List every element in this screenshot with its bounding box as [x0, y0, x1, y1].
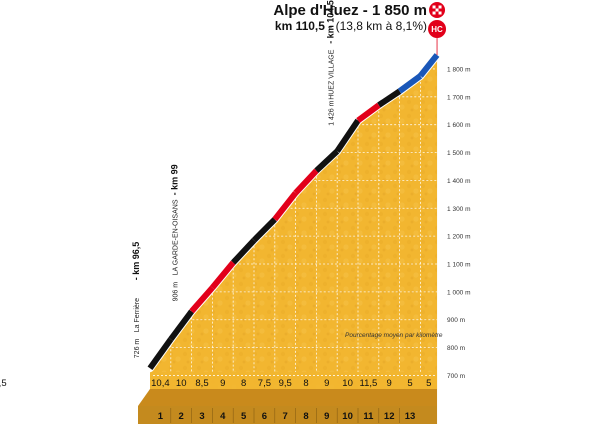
- x-tick-label: 3: [199, 411, 204, 422]
- y-tick-label: 900 m: [447, 317, 465, 324]
- waypoint-altitude: 906 m: [173, 282, 180, 302]
- x-tick-label: 7: [283, 411, 288, 422]
- profile-segment: [272, 191, 298, 222]
- y-tick-label: 1 300 m: [447, 206, 471, 213]
- x-tick-label: 1: [158, 411, 164, 422]
- profile-segment: [356, 102, 381, 123]
- profile-segment: [377, 88, 402, 108]
- summit-km: km 110,5: [274, 19, 325, 33]
- waypoints-group: 726 m La Ferrière - km 96,5 906 m LA GARDE-…: [131, 0, 336, 358]
- gradient-label: 9: [387, 378, 392, 389]
- gradient-label: 8: [303, 378, 308, 389]
- profile-segment: [314, 148, 340, 173]
- gradient-label: 9: [324, 378, 329, 389]
- waypoint-km: - km 99: [170, 164, 180, 195]
- waypoint-km: - km 96,5: [131, 242, 141, 281]
- x-tick-label: 4: [220, 411, 226, 422]
- y-tick-label: 1 800 m: [447, 66, 471, 73]
- gradient-band: [150, 372, 438, 389]
- grid-group: [153, 68, 438, 376]
- profile-segment: [210, 260, 236, 290]
- summit-name: Alpe d'Huez: [273, 2, 359, 19]
- x-tick-label: 13: [405, 411, 416, 422]
- x-tick-label: 12: [384, 411, 395, 422]
- gradient-label: 7,5: [258, 378, 271, 389]
- gradient-annotation: Pourcentage moyen par kilomètre: [345, 332, 443, 339]
- waypoint-km: - km 104,5: [326, 0, 336, 44]
- profile-base-top: [138, 389, 438, 406]
- y-axis-group: 700 m 800 m 900 m 1 000 m 1 100 m 1 200 m 1 30…: [447, 66, 471, 380]
- x-tick-label: 11: [363, 411, 374, 422]
- finish-flag-square: [432, 11, 436, 15]
- gradient-label: 5: [426, 378, 431, 389]
- y-tick-label: 1 200 m: [447, 234, 471, 241]
- gradient-label: 9,5: [279, 378, 292, 389]
- hc-badge: [428, 20, 447, 38]
- profile-base-group: [138, 389, 438, 424]
- gradient-label: 10: [342, 378, 353, 389]
- y-tick-label: 800 m: [447, 345, 465, 352]
- profile-area-group: [150, 55, 438, 389]
- y-tick-label: 1 600 m: [447, 122, 471, 129]
- gradient-label: 8,5: [195, 378, 208, 389]
- finish-flag-square: [438, 11, 442, 15]
- finish-flag-square: [432, 5, 436, 9]
- gradient-label: 10,4: [151, 378, 170, 389]
- summit-subtitle: km 110,5 - (13,8 km à 8,1%): [230, 19, 427, 33]
- waypoint-name: HUEZ VILLAGE: [329, 49, 336, 100]
- climb-detail: (13,8 km à 8,1%): [335, 19, 427, 33]
- gradient-label: 5,5: [0, 378, 7, 389]
- profile-segment: [418, 53, 440, 78]
- gradient-label: 9: [220, 378, 225, 389]
- waypoint-label: 726 m La Ferrière - km 96,5: [131, 242, 141, 359]
- x-tick-label: 2: [179, 411, 184, 422]
- profile-segment: [334, 118, 361, 153]
- x-axis-group: 1 2 3 4 5 6 7 8 9 10 11 12 13: [158, 408, 416, 423]
- y-tick-label: 1 400 m: [447, 178, 471, 185]
- profile-segment: [189, 285, 215, 314]
- profile-segment: [231, 238, 257, 265]
- profile-segment: [168, 309, 195, 342]
- profile-segment: [251, 217, 277, 243]
- finish-flag-square: [438, 5, 442, 9]
- y-tick-label: 1 000 m: [447, 289, 471, 296]
- gradient-label: 11,5: [360, 378, 378, 389]
- x-tick-label: 5: [241, 411, 247, 422]
- profile-segment: [397, 73, 423, 94]
- finish-flag-square: [435, 8, 439, 12]
- profile-segment: [147, 337, 174, 370]
- y-tick-label: 1 100 m: [447, 261, 471, 268]
- waypoint-name: La Ferrière: [134, 298, 141, 332]
- x-tick-label: 6: [262, 411, 267, 422]
- waypoint-label: 906 m LA GARDE-EN-OISANS - km 99: [170, 164, 180, 301]
- summit-separator: -: [362, 2, 372, 19]
- gradient-label: 5: [407, 378, 412, 389]
- summit-altitude: 1 850 m: [371, 2, 427, 19]
- gradient-labels-group: 10,4 10 8,5 9 8 7,5 9,5 8 9 10 11,5 9 5 5 5,5: [0, 378, 431, 389]
- profile-area-texture: [150, 55, 438, 389]
- x-tick-label: 10: [342, 411, 353, 422]
- waypoint-altitude: 1 426 m: [329, 100, 336, 125]
- summit-title: Alpe d'Huez - 1 850 m: [262, 2, 427, 19]
- y-tick-label: 700 m: [447, 373, 465, 380]
- subtitle-separator: -: [328, 19, 336, 33]
- summit-marker-group: HC: [428, 2, 447, 55]
- gradient-label: 10: [176, 378, 187, 389]
- x-tick-label: 9: [324, 411, 329, 422]
- waypoint-name: LA GARDE-EN-OISANS: [173, 199, 180, 275]
- profile-base: [138, 406, 438, 424]
- profile-segment: [293, 168, 319, 195]
- profile-line-group: [146, 51, 442, 373]
- gradient-label: 8: [241, 378, 246, 389]
- y-tick-label: 1 700 m: [447, 94, 471, 101]
- waypoint-altitude: 726 m: [134, 339, 141, 359]
- hc-badge-label: HC: [431, 25, 443, 34]
- y-tick-label: 1 500 m: [447, 150, 471, 157]
- x-tick-label: 8: [303, 411, 308, 422]
